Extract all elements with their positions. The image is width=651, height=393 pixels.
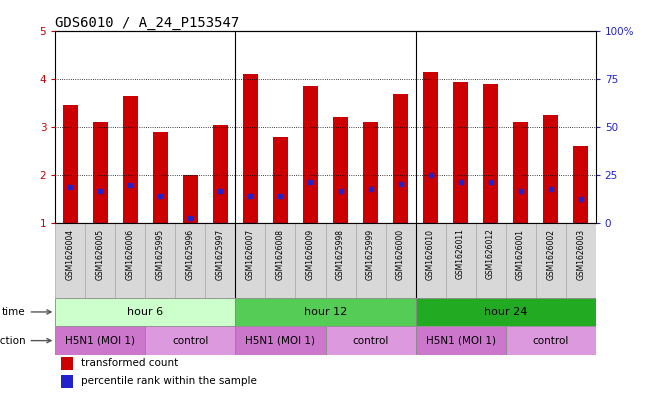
- Bar: [206, 222, 236, 298]
- Bar: [326, 326, 415, 355]
- Bar: [333, 118, 348, 222]
- Text: GSM1626004: GSM1626004: [66, 229, 75, 280]
- Bar: [423, 72, 438, 222]
- Bar: [573, 146, 588, 222]
- Text: GSM1625995: GSM1625995: [156, 229, 165, 280]
- Text: GSM1625997: GSM1625997: [216, 229, 225, 280]
- Bar: [296, 222, 326, 298]
- Text: GSM1626002: GSM1626002: [546, 229, 555, 279]
- Bar: [355, 222, 385, 298]
- Text: infection: infection: [0, 336, 51, 345]
- Bar: [266, 222, 296, 298]
- Text: H5N1 (MOI 1): H5N1 (MOI 1): [245, 336, 316, 345]
- Bar: [566, 222, 596, 298]
- Text: control: control: [533, 336, 569, 345]
- Text: GSM1626011: GSM1626011: [456, 229, 465, 279]
- Bar: [61, 375, 73, 388]
- Bar: [93, 122, 108, 222]
- Bar: [63, 105, 78, 222]
- Bar: [415, 326, 506, 355]
- Bar: [393, 94, 408, 222]
- Text: GDS6010 / A_24_P153547: GDS6010 / A_24_P153547: [55, 17, 240, 30]
- Text: GSM1626008: GSM1626008: [276, 229, 285, 279]
- Text: control: control: [352, 336, 389, 345]
- Bar: [123, 96, 138, 222]
- Bar: [153, 132, 168, 222]
- Text: GSM1625998: GSM1625998: [336, 229, 345, 279]
- Bar: [236, 298, 415, 326]
- Bar: [85, 222, 115, 298]
- Bar: [145, 222, 175, 298]
- Bar: [513, 122, 528, 222]
- Bar: [543, 115, 558, 222]
- Text: time: time: [2, 307, 51, 317]
- Bar: [415, 222, 445, 298]
- Bar: [385, 222, 415, 298]
- Bar: [145, 326, 236, 355]
- Text: hour 12: hour 12: [304, 307, 347, 317]
- Text: GSM1626000: GSM1626000: [396, 229, 405, 280]
- Text: GSM1625999: GSM1625999: [366, 229, 375, 280]
- Bar: [415, 298, 596, 326]
- Text: GSM1626003: GSM1626003: [576, 229, 585, 280]
- Text: GSM1625996: GSM1625996: [186, 229, 195, 280]
- Bar: [55, 326, 145, 355]
- Text: GSM1626009: GSM1626009: [306, 229, 315, 280]
- Bar: [273, 136, 288, 222]
- Bar: [506, 326, 596, 355]
- Bar: [303, 86, 318, 222]
- Text: GSM1626010: GSM1626010: [426, 229, 435, 279]
- Bar: [506, 222, 536, 298]
- Text: GSM1626006: GSM1626006: [126, 229, 135, 280]
- Text: hour 24: hour 24: [484, 307, 527, 317]
- Bar: [236, 222, 266, 298]
- Text: H5N1 (MOI 1): H5N1 (MOI 1): [426, 336, 495, 345]
- Bar: [483, 84, 498, 222]
- Bar: [55, 222, 85, 298]
- Text: GSM1626012: GSM1626012: [486, 229, 495, 279]
- Text: GSM1626005: GSM1626005: [96, 229, 105, 280]
- Bar: [453, 82, 468, 222]
- Bar: [363, 122, 378, 222]
- Bar: [55, 298, 236, 326]
- Text: control: control: [173, 336, 208, 345]
- Text: transformed count: transformed count: [81, 358, 178, 369]
- Bar: [213, 125, 228, 222]
- Text: percentile rank within the sample: percentile rank within the sample: [81, 376, 256, 386]
- Text: H5N1 (MOI 1): H5N1 (MOI 1): [65, 336, 135, 345]
- Bar: [326, 222, 355, 298]
- Text: GSM1626007: GSM1626007: [246, 229, 255, 280]
- Bar: [115, 222, 145, 298]
- Bar: [243, 74, 258, 222]
- Bar: [445, 222, 476, 298]
- Text: GSM1626001: GSM1626001: [516, 229, 525, 279]
- Bar: [183, 175, 198, 222]
- Bar: [536, 222, 566, 298]
- Bar: [175, 222, 206, 298]
- Text: hour 6: hour 6: [128, 307, 163, 317]
- Bar: [476, 222, 506, 298]
- Bar: [236, 326, 326, 355]
- Bar: [61, 357, 73, 370]
